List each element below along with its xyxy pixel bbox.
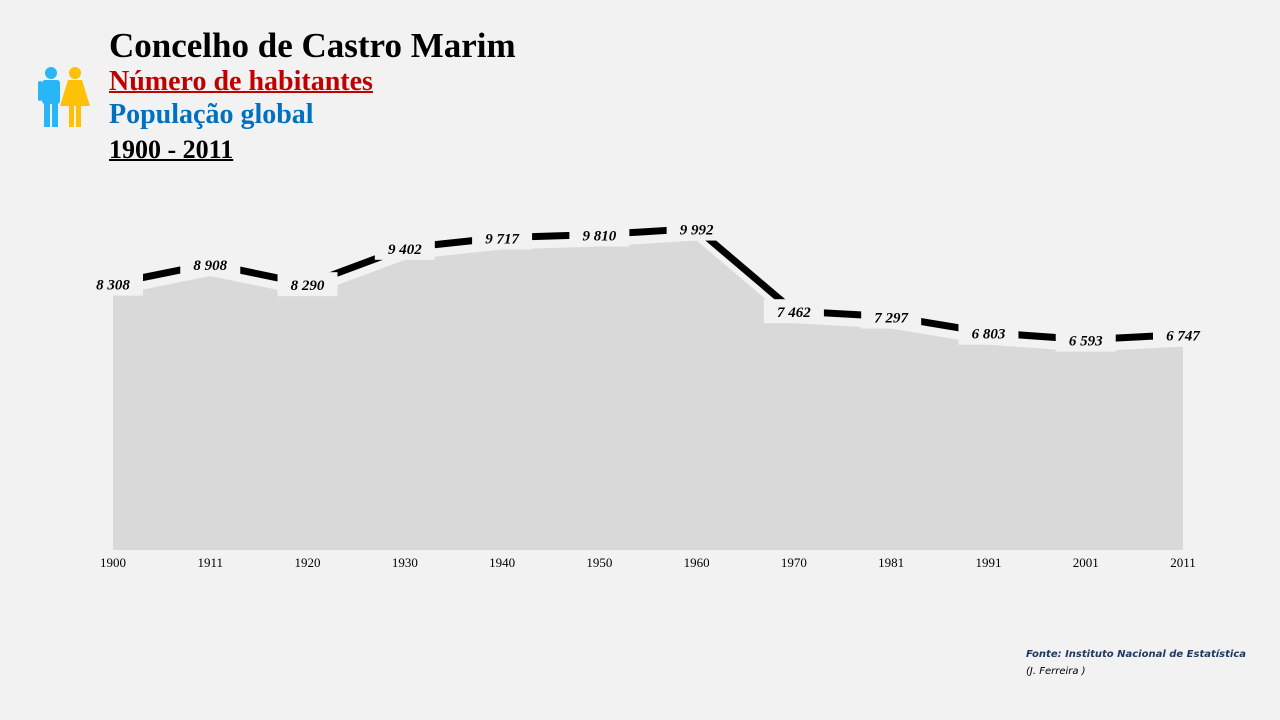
data-label-bg xyxy=(472,225,533,250)
people-icon xyxy=(38,66,92,132)
data-label-bg xyxy=(374,235,435,260)
data-label: 6 747 xyxy=(1166,329,1200,345)
x-tick-label: 1900 xyxy=(100,555,126,570)
chart-subtitle-2: População global xyxy=(109,99,314,130)
data-label: 8 290 xyxy=(291,278,325,294)
data-label-bg xyxy=(958,320,1019,345)
data-label-bg xyxy=(666,216,727,241)
source-note: Fonte: Instituto Nacional de Estatística xyxy=(1026,649,1247,660)
data-label: 6 593 xyxy=(1069,334,1103,350)
data-label: 9 992 xyxy=(680,223,714,239)
x-tick-label: 1950 xyxy=(586,555,612,570)
data-label: 9 402 xyxy=(388,242,422,258)
chart-title: Concelho de Castro Marim xyxy=(109,26,516,65)
data-label-bg xyxy=(1153,322,1213,347)
data-label: 7 297 xyxy=(874,311,908,327)
data-label-bg xyxy=(83,271,143,296)
x-tick-label: 1960 xyxy=(684,555,710,570)
data-label-bg xyxy=(763,299,824,324)
x-tick-label: 2001 xyxy=(1073,555,1099,570)
data-label: 8 308 xyxy=(96,278,130,294)
x-tick-label: 1940 xyxy=(489,555,515,570)
data-label-bg xyxy=(277,272,338,297)
x-tick-label: 1930 xyxy=(392,555,418,570)
area-fill xyxy=(113,240,1183,551)
data-label-bg xyxy=(861,304,922,329)
x-tick-label: 1981 xyxy=(878,555,904,570)
x-tick-label: 1911 xyxy=(198,555,224,570)
data-label-bg xyxy=(180,251,241,276)
data-label: 8 908 xyxy=(193,258,227,274)
author-note: (J. Ferreira ) xyxy=(1026,666,1086,677)
data-label: 7 462 xyxy=(777,305,811,321)
chart-subtitle: Número de habitantes xyxy=(109,66,373,97)
x-tick-label: 1970 xyxy=(781,555,807,570)
data-label-bg xyxy=(569,222,630,247)
x-tick-label: 2011 xyxy=(1170,555,1196,570)
x-tick-label: 1920 xyxy=(295,555,321,570)
data-label: 9 810 xyxy=(582,229,616,245)
data-label: 6 803 xyxy=(972,327,1006,343)
x-tick-label: 1991 xyxy=(975,555,1001,570)
chart-period: 1900 - 2011 xyxy=(109,135,234,164)
data-label: 9 717 xyxy=(485,232,519,248)
data-label-bg xyxy=(1055,327,1116,352)
